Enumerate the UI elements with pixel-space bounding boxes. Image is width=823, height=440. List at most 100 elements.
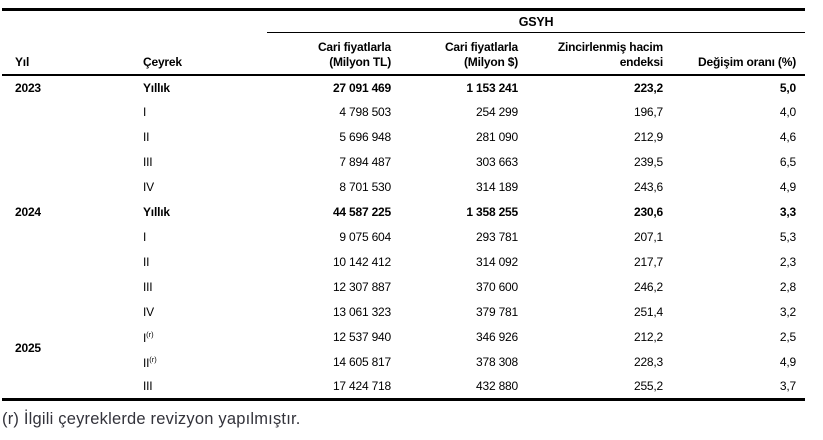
table-header: GSYH Yıl Çeyrek Cari fiyatlarla (Milyon … [2, 9, 805, 76]
value-change: 3,7 [779, 379, 796, 394]
table-row-2024-annual: 2024 Yıllık 44 587 225 1 358 255 230,6 3… [2, 200, 805, 225]
header-line: (Milyon TL) [329, 54, 391, 69]
quarter-label: IV [143, 180, 154, 194]
value-tl: 44 587 225 [332, 205, 391, 219]
column-header-quarter: Çeyrek [143, 32, 267, 76]
quarter-label: IV [143, 305, 154, 319]
value-index: 217,7 [633, 255, 663, 269]
revision-footnote: (r) İlgili çeyreklerde revizyon yapılmış… [2, 410, 301, 428]
table-row-2025-q2: II(r) 14 605 817 378 308 228,3 4,9 [2, 350, 805, 375]
value-index: 228,3 [633, 355, 663, 369]
value-usd: 379 781 [476, 305, 518, 319]
value-index: 196,7 [633, 105, 663, 119]
quarter-label: II [143, 255, 150, 269]
value-tl: 5 696 948 [339, 130, 391, 144]
value-change: 6,5 [779, 155, 796, 169]
value-index: 212,9 [633, 130, 663, 144]
value-index: 230,6 [633, 205, 663, 219]
table-body: 2023 Yıllık 27 091 469 1 153 241 223,2 5… [2, 75, 805, 400]
value-change: 2,8 [779, 280, 796, 294]
value-change: 2,3 [779, 255, 796, 269]
value-change: 2,5 [779, 330, 796, 344]
value-usd: 432 880 [476, 379, 518, 394]
table-row-2023-annual: 2023 Yıllık 27 091 469 1 153 241 223,2 5… [2, 75, 805, 100]
value-usd: 1 358 255 [466, 205, 518, 219]
header-line: (Milyon $) [464, 54, 518, 69]
quarter-label: I [143, 230, 147, 244]
value-change: 3,3 [779, 205, 796, 219]
value-index: 239,5 [633, 155, 663, 169]
table-row-2025-q1: 2025 I(r) 12 537 940 346 926 212,2 2,5 [2, 325, 805, 355]
table-row-2025-q3: III 17 424 718 432 880 255,2 3,7 [2, 375, 805, 400]
value-change: 4,0 [779, 105, 796, 119]
gsyh-table: GSYH Yıl Çeyrek Cari fiyatlarla (Milyon … [2, 8, 805, 401]
year-label-2025: 2025 [15, 340, 41, 355]
value-tl: 12 537 940 [332, 330, 391, 344]
header-line: endeksi [619, 54, 663, 69]
value-usd: 254 299 [476, 105, 518, 119]
table-row-2023-q2: II 5 696 948 281 090 212,9 4,6 [2, 125, 805, 150]
value-tl: 14 605 817 [332, 355, 391, 369]
value-tl: 27 091 469 [332, 80, 391, 95]
quarter-label: III [143, 280, 153, 294]
header-line: Cari fiyatlarla [444, 39, 518, 54]
value-tl: 7 894 487 [339, 155, 391, 169]
column-header-chained-volume-index: Zincirlenmiş hacim endeksi [522, 32, 670, 76]
quarter-label: II [143, 355, 150, 370]
value-tl: 13 061 323 [332, 305, 391, 319]
value-usd: 378 308 [476, 355, 518, 369]
revision-superscript: (r) [146, 329, 154, 339]
value-usd: 370 600 [476, 280, 518, 294]
table-row-2024-q4: IV 13 061 323 379 781 251,4 3,2 [2, 300, 805, 325]
value-tl: 4 798 503 [339, 105, 391, 119]
quarter-label: Yıllık [143, 205, 170, 219]
header-line: Zincirlenmiş hacim [557, 39, 663, 54]
value-usd: 1 153 241 [466, 80, 518, 95]
value-usd: 293 781 [476, 230, 518, 244]
value-index: 223,2 [633, 80, 663, 95]
table-row-2023-q4: IV 8 701 530 314 189 243,6 4,9 [2, 175, 805, 200]
gsyh-report-page: GSYH Yıl Çeyrek Cari fiyatlarla (Milyon … [0, 8, 823, 440]
quarter-cell: II(r) [143, 350, 267, 375]
quarter-label: Yıllık [143, 80, 170, 95]
value-usd: 346 926 [476, 330, 518, 344]
value-index: 246,2 [633, 280, 663, 294]
value-index: 251,4 [633, 305, 663, 319]
value-change: 4,9 [779, 180, 796, 194]
quarter-label: I [143, 330, 147, 345]
header-line: Cari fiyatlarla [317, 39, 391, 54]
quarter-label: I [143, 105, 147, 119]
quarter-label: III [143, 379, 153, 394]
column-header-current-prices-usd: Cari fiyatlarla (Milyon $) [397, 32, 522, 76]
value-index: 212,2 [633, 330, 663, 344]
table-row-2023-q3: III 7 894 487 303 663 239,5 6,5 [2, 150, 805, 175]
value-index: 207,1 [633, 230, 663, 244]
table-row-2023-q1: I 4 798 503 254 299 196,7 4,0 [2, 100, 805, 125]
value-change: 5,0 [779, 80, 796, 95]
quarter-label: III [143, 155, 153, 169]
quarter-label: II [143, 130, 150, 144]
value-tl: 10 142 412 [332, 255, 391, 269]
quarter-cell: I(r) [143, 325, 267, 350]
value-tl: 12 307 887 [332, 280, 391, 294]
value-change: 4,9 [779, 355, 796, 369]
value-index: 255,2 [633, 379, 663, 394]
table-row-2024-q2: II 10 142 412 314 092 217,7 2,3 [2, 250, 805, 275]
value-tl: 8 701 530 [339, 180, 391, 194]
year-label-2024: 2024 [15, 204, 41, 219]
value-usd: 303 663 [476, 155, 518, 169]
table-row-2024-q1: I 9 075 604 293 781 207,1 5,3 [2, 225, 805, 250]
value-usd: 314 189 [476, 180, 518, 194]
value-tl: 17 424 718 [332, 379, 391, 394]
group-header-row: GSYH [2, 9, 805, 33]
table-row-2024-q3: III 12 307 887 370 600 246,2 2,8 [2, 275, 805, 300]
value-usd: 281 090 [476, 130, 518, 144]
column-header-row: Yıl Çeyrek Cari fiyatlarla (Milyon TL) C… [2, 32, 805, 76]
value-change: 3,2 [779, 305, 796, 319]
value-change: 4,6 [779, 130, 796, 144]
group-header-spacer [2, 10, 267, 33]
value-change: 5,3 [779, 230, 796, 244]
column-header-change-rate: Değişim oranı (%) [670, 32, 805, 76]
value-usd: 314 092 [476, 255, 518, 269]
value-tl: 9 075 604 [339, 230, 391, 244]
